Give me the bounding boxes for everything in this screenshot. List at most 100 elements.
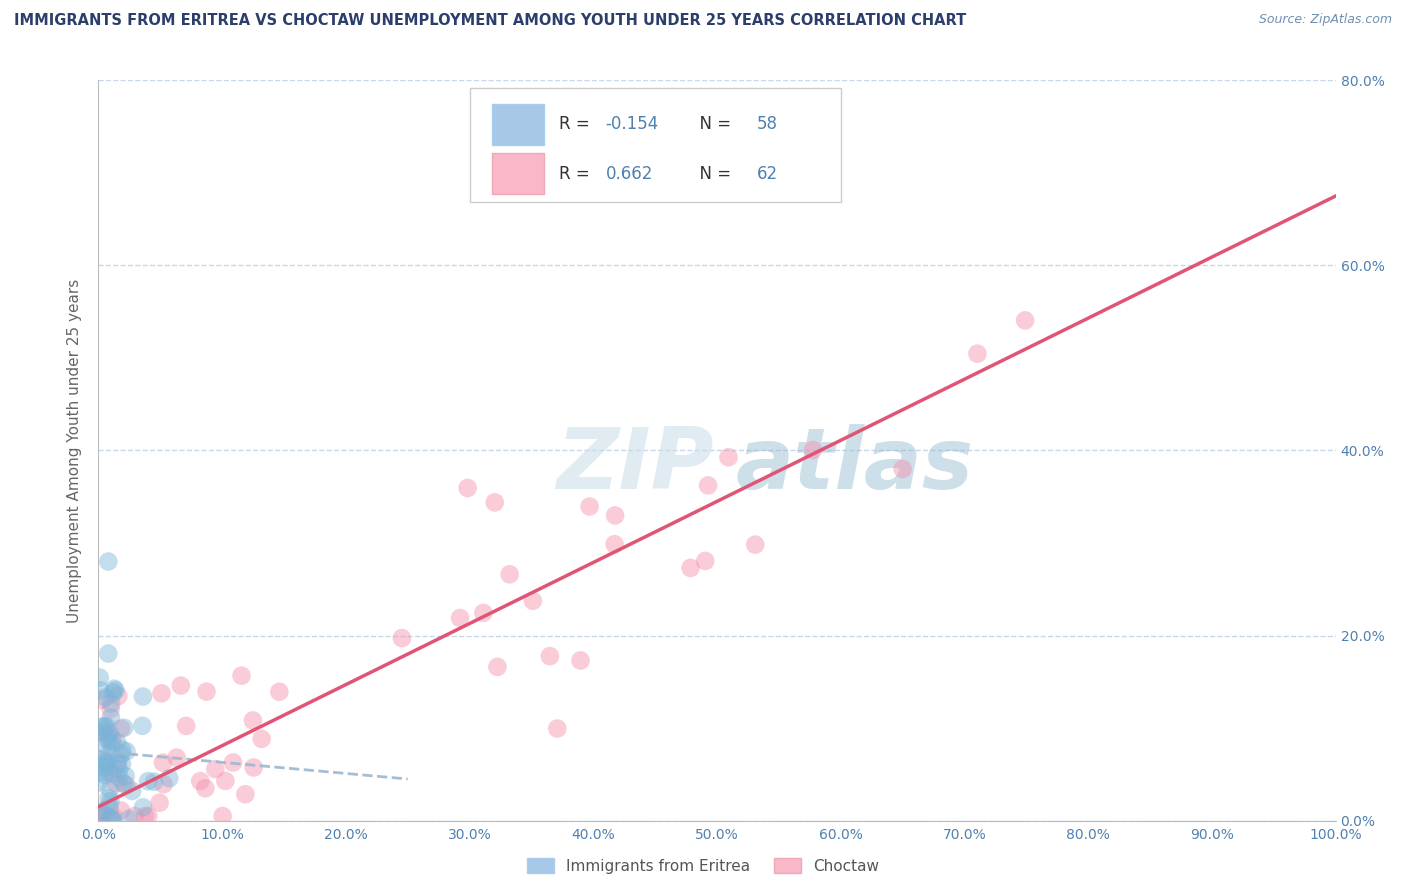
Point [1014,313,1036,327]
Point [744,538,766,552]
Point [107,689,129,703]
Point [110,747,132,761]
Point [214,773,236,788]
Point [793,128,815,143]
Point [89,683,111,698]
Point [100,702,122,716]
Point [107,754,129,768]
Point [105,776,128,790]
Point [242,714,264,728]
Point [93,768,115,782]
Point [235,787,257,801]
Point [114,769,136,783]
Point [111,742,134,756]
Point [188,774,211,789]
Point [131,719,153,733]
Text: R =: R = [558,165,595,183]
Point [499,567,522,582]
Point [112,776,135,790]
Point [91,724,114,739]
Point [101,686,124,700]
Point [90,693,112,707]
Point [522,594,544,608]
Point [105,735,128,749]
Point [98,747,121,761]
Point [603,537,626,551]
Text: N =: N = [689,165,735,183]
Point [152,756,174,770]
Point [108,763,131,777]
Point [101,731,124,746]
Point [87,775,110,789]
Point [93,719,115,733]
Point [98,726,121,740]
Point [96,755,118,769]
Point [89,671,111,685]
Point [966,346,988,360]
Point [195,684,218,698]
Point [110,722,132,736]
Point [96,760,118,774]
Point [98,766,121,780]
Point [538,649,561,664]
Point [90,809,112,823]
Point [546,722,568,736]
Point [121,784,143,798]
Point [679,561,702,575]
Point [242,760,264,774]
Point [578,500,600,514]
Point [697,478,720,492]
Point [105,756,128,771]
Point [194,781,217,796]
Point [143,774,166,789]
Point [97,734,120,748]
Point [97,647,120,661]
Point [136,774,159,789]
Point [91,805,114,819]
Point [97,729,120,743]
Point [152,777,174,791]
Text: Source: ZipAtlas.com: Source: ZipAtlas.com [1258,13,1392,27]
Point [222,756,245,770]
Point [98,782,121,797]
Point [104,683,127,698]
Point [100,710,122,724]
Point [170,679,193,693]
Point [100,794,122,808]
Point [91,745,114,759]
Text: 58: 58 [756,115,778,134]
Point [115,744,138,758]
Point [603,508,626,523]
Text: ZIP: ZIP [557,424,714,507]
Point [97,791,120,805]
Text: -0.154: -0.154 [606,115,659,134]
Point [101,812,124,826]
Point [150,686,173,700]
Point [457,481,479,495]
FancyBboxPatch shape [470,87,841,202]
FancyBboxPatch shape [492,104,544,145]
Point [89,726,111,740]
Point [449,611,471,625]
Text: R =: R = [558,115,595,134]
Text: IMMIGRANTS FROM ERITREA VS CHOCTAW UNEMPLOYMENT AMONG YOUTH UNDER 25 YEARS CORRE: IMMIGRANTS FROM ERITREA VS CHOCTAW UNEMP… [14,13,966,29]
Point [124,809,146,823]
Point [115,778,138,792]
Point [250,731,273,746]
Point [132,690,155,704]
Point [100,697,122,711]
Point [717,450,740,465]
Point [231,668,253,682]
Point [269,685,291,699]
Point [569,653,592,667]
Point [94,690,117,705]
Point [90,759,112,773]
Point [90,809,112,823]
Point [101,809,124,823]
Point [87,804,110,818]
Point [117,812,139,826]
Point [472,606,495,620]
Point [101,766,124,780]
Point [132,800,155,814]
Legend: Immigrants from Eritrea, Choctaw: Immigrants from Eritrea, Choctaw [520,852,886,880]
